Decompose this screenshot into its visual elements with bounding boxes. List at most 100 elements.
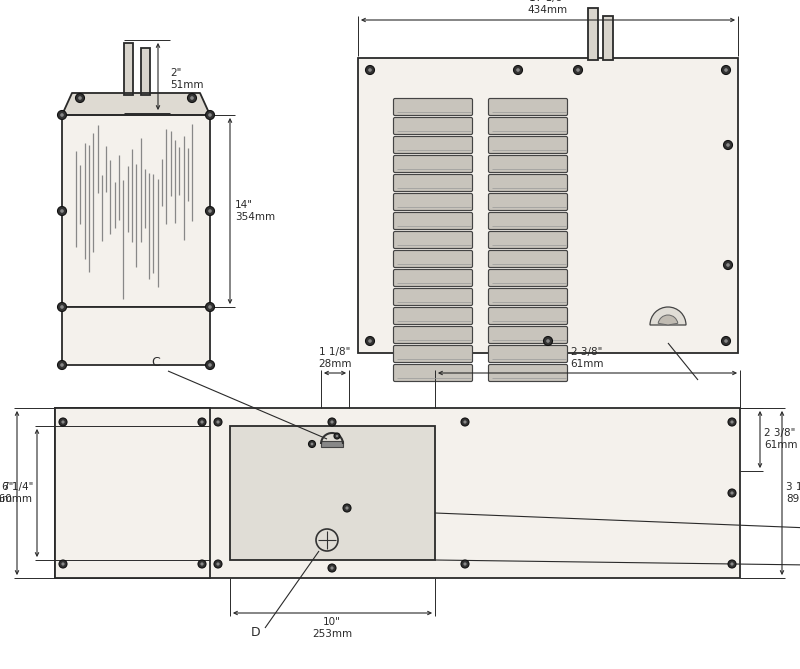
Circle shape [368,68,372,72]
Circle shape [576,68,580,72]
FancyBboxPatch shape [394,98,473,116]
Circle shape [724,68,728,72]
Circle shape [62,563,65,565]
Text: 2 3/8"
61mm: 2 3/8" 61mm [570,347,604,369]
Circle shape [309,440,315,448]
Text: 14"
354mm: 14" 354mm [235,200,275,222]
Circle shape [461,418,469,426]
Circle shape [58,302,66,312]
Circle shape [206,361,214,369]
Circle shape [463,563,466,565]
Circle shape [722,66,730,74]
Bar [321,441,343,447]
Circle shape [728,489,736,497]
Circle shape [463,420,466,423]
Circle shape [208,113,212,117]
FancyBboxPatch shape [394,308,473,324]
Bar [55,408,740,578]
FancyBboxPatch shape [489,175,567,191]
Circle shape [730,563,734,565]
FancyBboxPatch shape [394,326,473,343]
Bar [603,16,613,60]
Circle shape [208,305,212,309]
Bar [230,426,435,560]
Circle shape [62,420,65,423]
FancyBboxPatch shape [489,270,567,286]
Circle shape [60,113,64,117]
Circle shape [187,94,197,102]
Circle shape [730,492,734,494]
Circle shape [730,420,734,423]
FancyBboxPatch shape [489,118,567,134]
Wedge shape [658,315,678,325]
Bar [358,58,738,353]
Circle shape [366,66,374,74]
Circle shape [368,339,372,343]
Bar [62,307,210,365]
Bar [62,115,210,307]
Text: 1 1/8"
28mm: 1 1/8" 28mm [318,347,352,369]
FancyBboxPatch shape [489,345,567,363]
Circle shape [78,96,82,100]
Text: 3 1/2"
89mm: 3 1/2" 89mm [786,482,800,504]
Circle shape [343,504,351,512]
Circle shape [328,418,336,426]
Circle shape [543,337,553,345]
Circle shape [58,110,66,120]
Wedge shape [650,307,686,325]
Circle shape [516,68,520,72]
Circle shape [724,339,728,343]
FancyBboxPatch shape [394,288,473,306]
Circle shape [59,418,67,426]
Circle shape [723,260,733,270]
Circle shape [461,560,469,568]
FancyBboxPatch shape [489,136,567,153]
FancyBboxPatch shape [489,98,567,116]
FancyBboxPatch shape [394,213,473,229]
Circle shape [208,363,212,367]
Circle shape [366,337,374,345]
Circle shape [328,564,336,572]
Text: 10"
253mm: 10" 253mm [312,617,352,639]
FancyBboxPatch shape [489,155,567,173]
Circle shape [206,302,214,312]
Circle shape [574,66,582,74]
Circle shape [346,506,349,510]
FancyBboxPatch shape [489,308,567,324]
Circle shape [336,435,338,438]
FancyBboxPatch shape [489,231,567,248]
Circle shape [58,207,66,215]
Circle shape [58,361,66,369]
Text: 2"
51mm: 2" 51mm [170,68,203,90]
Circle shape [59,560,67,568]
FancyBboxPatch shape [394,118,473,134]
Text: 6 1/4"
160mm: 6 1/4" 160mm [0,482,33,504]
FancyBboxPatch shape [394,270,473,286]
Circle shape [216,563,219,565]
Text: D: D [250,626,260,640]
Circle shape [216,420,219,423]
Circle shape [200,420,203,423]
FancyBboxPatch shape [489,250,567,268]
FancyBboxPatch shape [394,175,473,191]
Circle shape [728,418,736,426]
Circle shape [206,110,214,120]
Circle shape [330,567,334,569]
FancyBboxPatch shape [394,365,473,381]
FancyBboxPatch shape [489,193,567,211]
FancyBboxPatch shape [394,155,473,173]
Circle shape [206,207,214,215]
Text: 2 3/8"
61mm: 2 3/8" 61mm [764,428,798,450]
FancyBboxPatch shape [489,365,567,381]
Circle shape [726,143,730,147]
Circle shape [334,433,340,439]
Circle shape [75,94,85,102]
FancyBboxPatch shape [394,136,473,153]
FancyBboxPatch shape [394,193,473,211]
Circle shape [722,337,730,345]
FancyBboxPatch shape [489,213,567,229]
FancyBboxPatch shape [394,345,473,363]
Circle shape [514,66,522,74]
FancyBboxPatch shape [394,231,473,248]
Circle shape [60,305,64,309]
